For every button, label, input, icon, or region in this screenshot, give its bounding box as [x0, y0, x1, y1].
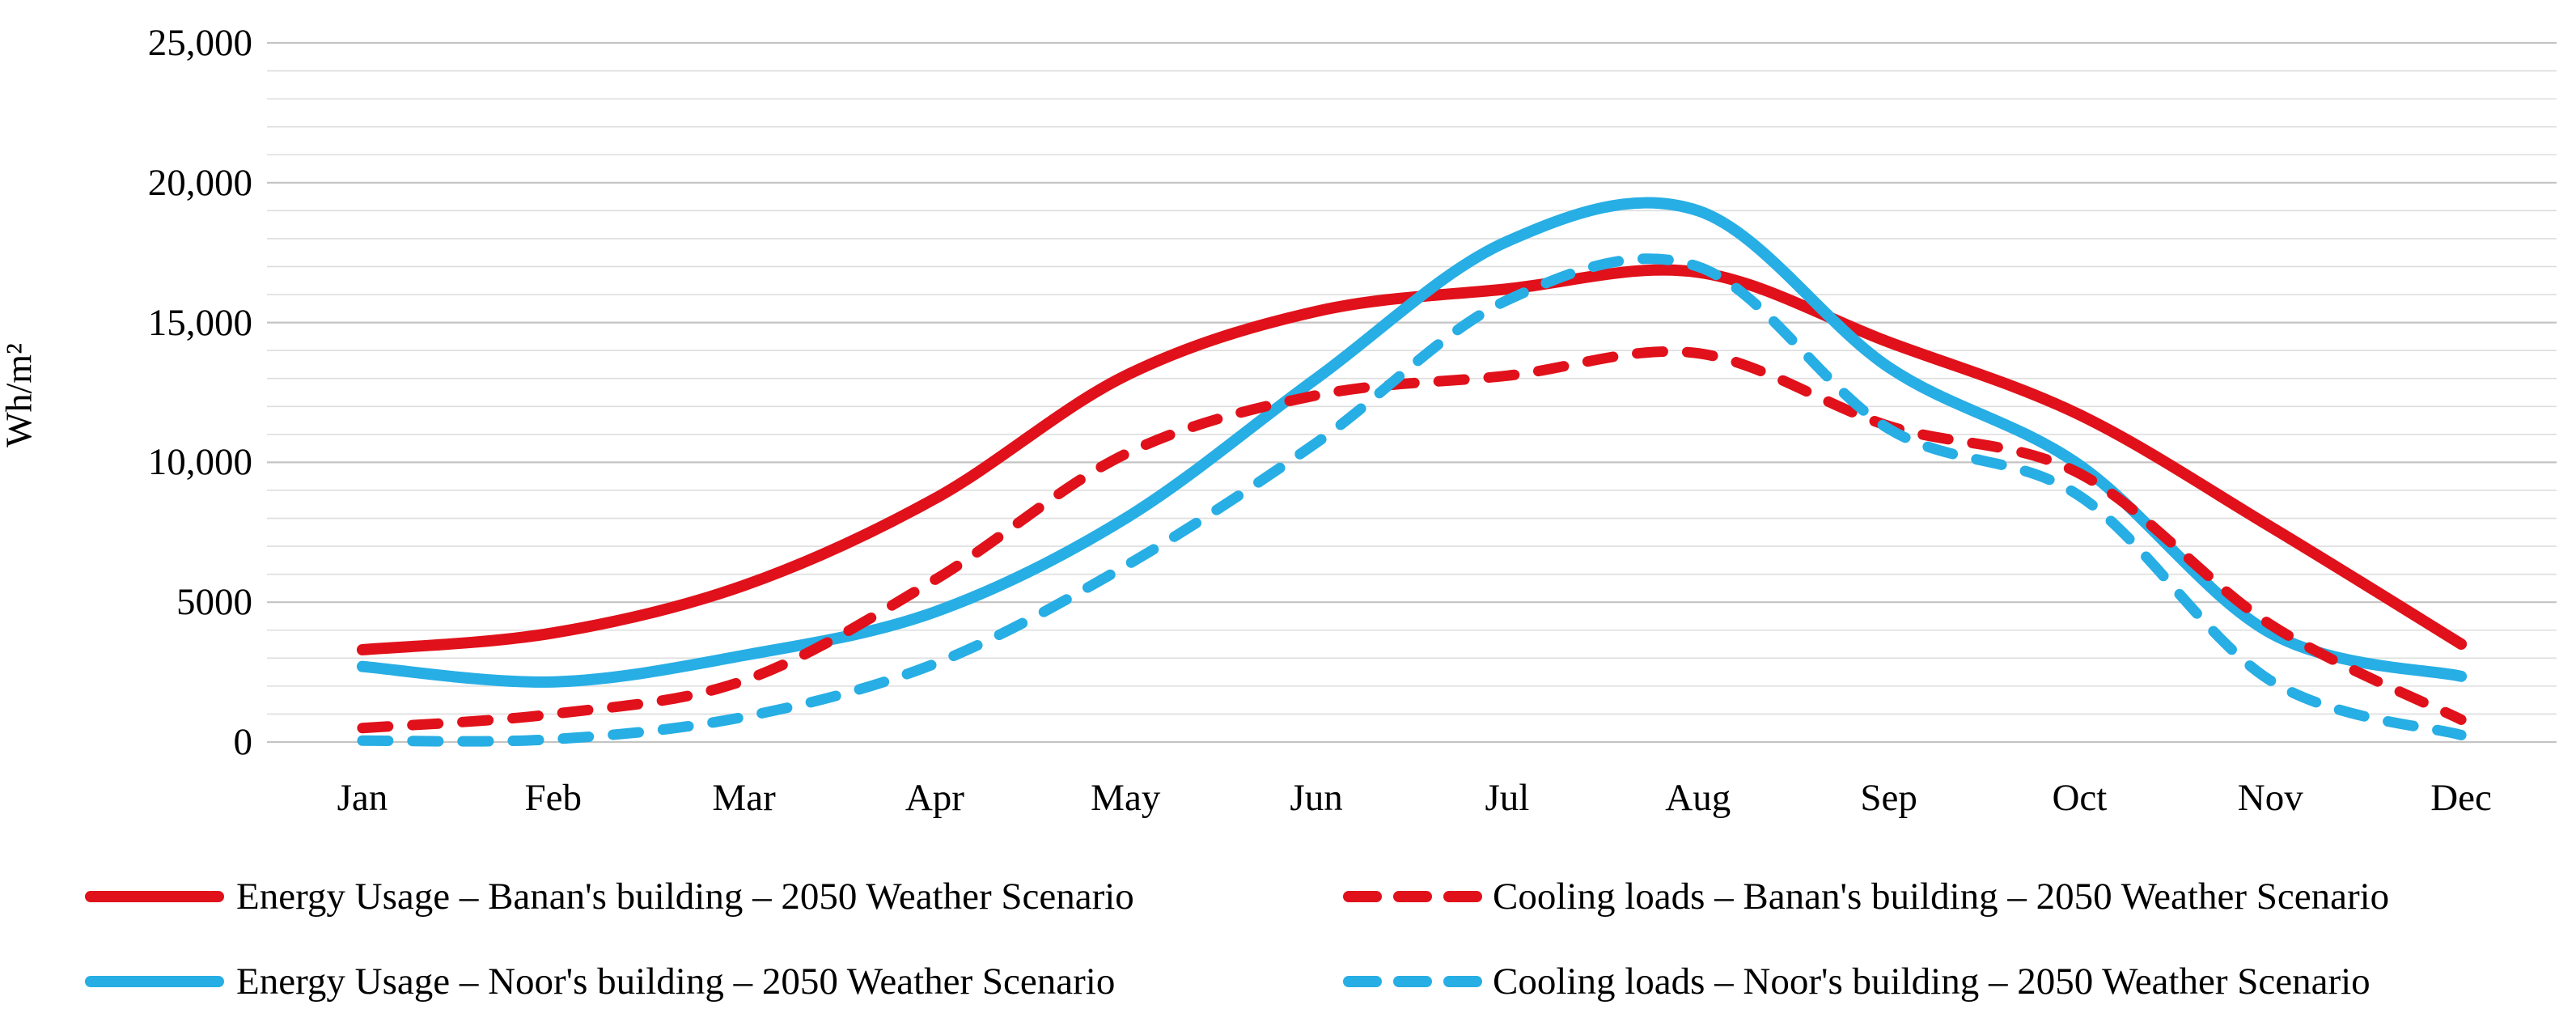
legend-item-cooling-banan: Cooling loads – Banan's building – 2050 …	[0, 872, 2576, 921]
legend-item-cooling-noor: Cooling loads – Noor's building – 2050 W…	[0, 957, 2576, 1006]
y-tick-label: 5000	[176, 581, 252, 624]
dashed-line-swatch-icon	[1343, 891, 1482, 902]
series-line-energy-noor	[356, 197, 2468, 688]
dash-segment	[1393, 976, 1432, 987]
x-tick-label: Jun	[1290, 777, 1343, 819]
line-segment	[85, 976, 224, 987]
legend-item-energy-banan: Energy Usage – Banan's building – 2050 W…	[0, 872, 2576, 921]
x-tick-label: Sep	[1860, 777, 1917, 819]
dash-segment	[1343, 891, 1382, 902]
legend-label: Cooling loads – Noor's building – 2050 W…	[1493, 961, 2371, 1003]
legend-label: Cooling loads – Banan's building – 2050 …	[1493, 876, 2390, 918]
dash-segment	[1443, 976, 1482, 987]
y-axis-title: Wh/m²	[0, 343, 40, 447]
x-tick-label: May	[1091, 777, 1161, 819]
solid-line-swatch-icon	[85, 891, 224, 902]
dashed-line-swatch-icon	[1343, 976, 1482, 987]
solid-line-swatch-icon	[85, 976, 224, 987]
x-tick-label: Oct	[2052, 777, 2108, 819]
x-tick-label: Dec	[2430, 777, 2492, 819]
x-tick-label: Mar	[712, 777, 776, 819]
series-line-cooling-noor	[357, 253, 2467, 747]
legend-label: Energy Usage – Banan's building – 2050 W…	[236, 876, 1134, 918]
y-tick-label: 25,000	[147, 22, 252, 64]
dash-segment	[1393, 891, 1432, 902]
legend-item-energy-noor: Energy Usage – Noor's building – 2050 We…	[0, 957, 2576, 1006]
x-tick-label: Aug	[1665, 777, 1731, 819]
dash-segment	[1443, 891, 1482, 902]
x-tick-label: Feb	[524, 777, 583, 819]
legend-label: Energy Usage – Noor's building – 2050 We…	[236, 961, 1116, 1003]
y-tick-label: 0	[233, 721, 253, 763]
x-tick-label: Jul	[1485, 777, 1530, 819]
y-tick-label: 15,000	[147, 301, 252, 344]
x-tick-label: Apr	[905, 777, 964, 819]
x-tick-label: Jan	[337, 777, 388, 819]
y-tick-label: 10,000	[147, 441, 252, 484]
x-tick-label: Nov	[2237, 777, 2303, 819]
y-tick-label: 20,000	[147, 161, 252, 204]
series-line-energy-banan	[356, 264, 2468, 655]
series-line-cooling-banan	[357, 346, 2467, 734]
line-segment	[85, 891, 224, 902]
dash-segment	[1343, 976, 1382, 987]
